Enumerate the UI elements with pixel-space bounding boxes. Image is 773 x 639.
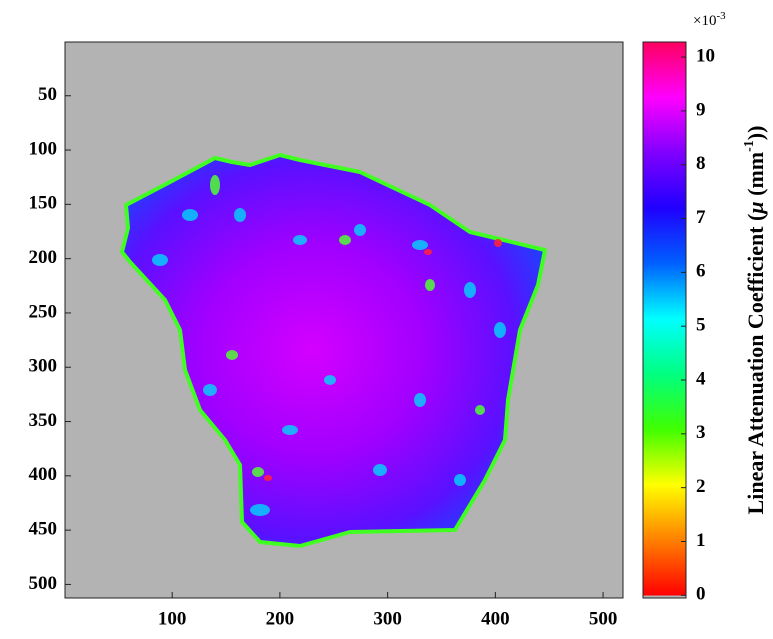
y-tick-label: 100 bbox=[29, 138, 58, 159]
y-tick-label: 350 bbox=[29, 410, 58, 431]
colorbar-tick-label: 10 bbox=[696, 45, 715, 66]
y-tick-label: 250 bbox=[29, 301, 58, 322]
y-tick-label: 400 bbox=[29, 464, 58, 485]
colorbar-tick-label: 7 bbox=[696, 207, 706, 228]
colorbar-tick-label: 5 bbox=[696, 315, 706, 336]
colorbar bbox=[642, 41, 687, 599]
x-tick-label: 300 bbox=[373, 608, 402, 629]
y-tick-label: 50 bbox=[38, 84, 57, 105]
colorbar-tick-label: 3 bbox=[696, 422, 706, 443]
y-tick-label: 450 bbox=[29, 518, 58, 539]
colorbar-tick-label: 6 bbox=[696, 261, 706, 282]
colorbar-tick-label: 9 bbox=[696, 99, 706, 120]
image-region bbox=[120, 153, 547, 548]
texture bbox=[210, 175, 485, 477]
texture bbox=[264, 239, 502, 481]
x-tick-label: 200 bbox=[266, 608, 295, 629]
colorbar-tick-label: 4 bbox=[696, 368, 706, 389]
colorbar-label: Linear Attenuation Coefficient (μ (mm-1)… bbox=[742, 126, 768, 515]
x-tick-label: 500 bbox=[589, 608, 618, 629]
colorbar-multiplier: ×10-3 bbox=[693, 10, 726, 30]
y-tick-label: 500 bbox=[29, 573, 58, 594]
y-tick-label: 150 bbox=[29, 193, 58, 214]
colorbar-tick-label: 8 bbox=[696, 153, 706, 174]
y-tick-label: 200 bbox=[29, 247, 58, 268]
colorbar-tick-label: 0 bbox=[696, 584, 706, 605]
y-tick-label: 300 bbox=[29, 356, 58, 377]
x-tick-label: 100 bbox=[158, 608, 187, 629]
x-tick-label: 400 bbox=[481, 608, 510, 629]
colorbar-tick-label: 1 bbox=[696, 530, 706, 551]
texture bbox=[152, 208, 506, 516]
tissue-map bbox=[120, 153, 547, 548]
colorbar-tick-label: 2 bbox=[696, 476, 706, 497]
plot-frame bbox=[64, 41, 624, 599]
